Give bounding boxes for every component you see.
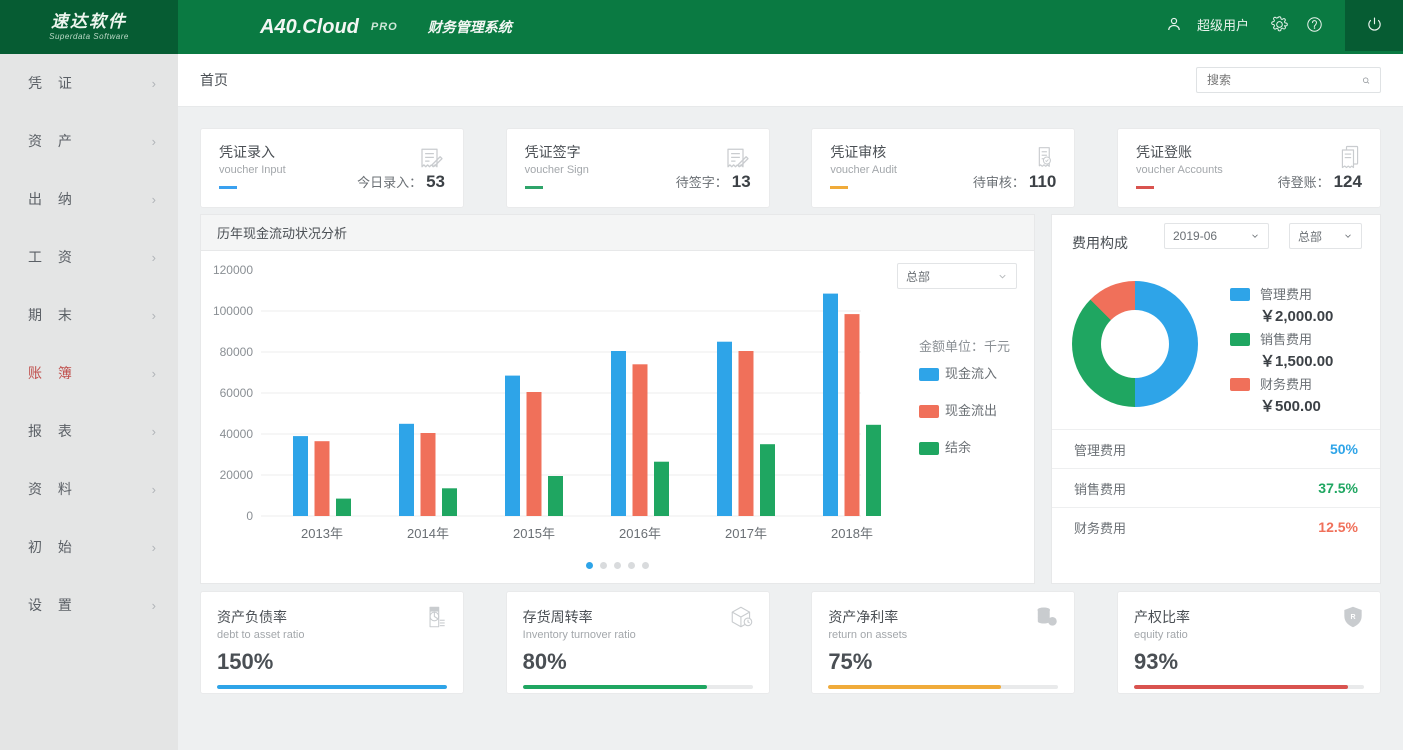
svg-text:现金流入: 现金流入 <box>945 366 997 381</box>
svg-text:¥: ¥ <box>1051 620 1054 626</box>
svg-text:2016年: 2016年 <box>619 526 661 541</box>
svg-text:60000: 60000 <box>220 386 254 400</box>
svg-text:现金流出: 现金流出 <box>945 403 997 418</box>
svg-text:120000: 120000 <box>213 263 253 277</box>
svg-text:金额单位：千元: 金额单位：千元 <box>919 339 1010 354</box>
svg-text:20000: 20000 <box>220 468 254 482</box>
svg-text:2015年: 2015年 <box>513 526 555 541</box>
svg-text:结余: 结余 <box>945 440 971 455</box>
svg-text:0: 0 <box>246 509 253 523</box>
svg-text:2018年: 2018年 <box>831 526 873 541</box>
svg-text:80000: 80000 <box>220 345 254 359</box>
svg-text:2017年: 2017年 <box>725 526 767 541</box>
svg-text:R: R <box>1350 614 1355 621</box>
svg-text:40000: 40000 <box>220 427 254 441</box>
svg-text:2014年: 2014年 <box>407 526 449 541</box>
svg-text:2013年: 2013年 <box>301 526 343 541</box>
svg-text:100000: 100000 <box>213 304 253 318</box>
